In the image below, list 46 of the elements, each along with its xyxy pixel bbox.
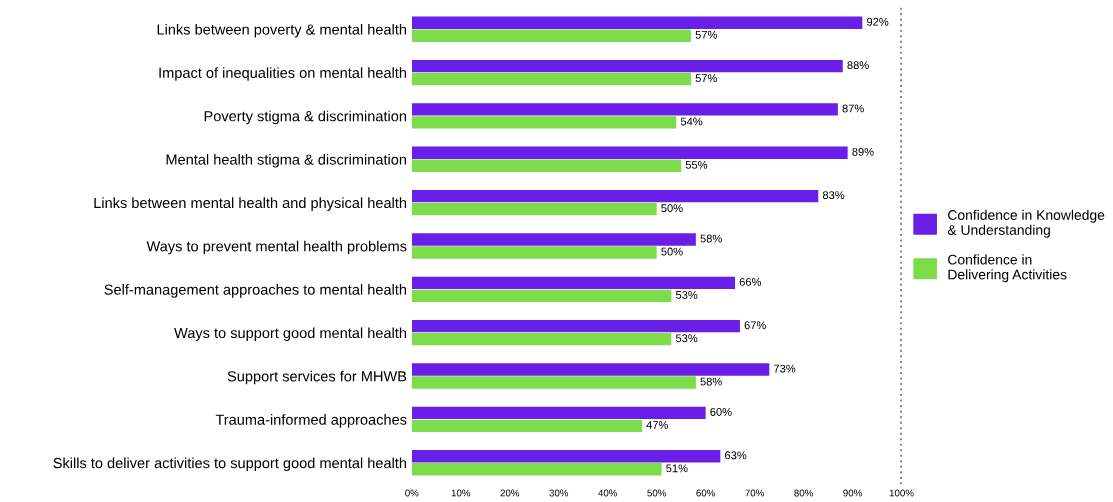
- data-label: 55%: [685, 160, 708, 169]
- data-label: 73%: [774, 364, 796, 373]
- data-label: 54%: [680, 117, 703, 126]
- data-label: 67%: [744, 321, 766, 330]
- data-label: 53%: [675, 334, 698, 343]
- y-tick-label: Poverty stigma & discrimination: [204, 110, 407, 125]
- data-label: 83%: [822, 191, 845, 200]
- data-label: 57%: [695, 74, 717, 83]
- x-tick-label: 60%: [696, 489, 716, 497]
- y-tick-label: Mental health stigma & discrimination: [166, 153, 407, 168]
- data-label: 66%: [739, 277, 762, 286]
- x-tick-label: 40%: [598, 489, 618, 497]
- data-label: 53%: [675, 290, 698, 299]
- x-tick-label: 100%: [889, 489, 914, 497]
- y-tick-label: Self-management approaches to mental health: [104, 284, 407, 298]
- data-label: 89%: [852, 147, 874, 156]
- data-label: 92%: [867, 17, 889, 26]
- x-tick-label: 30%: [549, 489, 569, 497]
- legend-label: Confidence in Knowledge & Understanding: [947, 209, 1105, 238]
- data-label: 63%: [725, 451, 747, 460]
- data-label: 50%: [661, 247, 683, 256]
- x-tick-label: 80%: [794, 489, 813, 497]
- data-label: 50%: [661, 204, 683, 213]
- x-tick-label: 90%: [843, 489, 862, 497]
- x-tick-label: 50%: [647, 489, 667, 497]
- y-tick-label: Skills to deliver activities to support good mental health: [53, 457, 407, 472]
- data-label: 88%: [847, 61, 869, 70]
- y-tick-label: Ways to support good mental health: [174, 327, 407, 341]
- data-label: 60%: [710, 408, 732, 416]
- y-tick-label: Links between poverty & mental health: [157, 23, 407, 38]
- data-label: 87%: [842, 104, 864, 113]
- y-tick-label: Support services for MHWB: [227, 370, 407, 385]
- x-tick-label: 20%: [500, 489, 520, 497]
- data-label: 51%: [666, 464, 688, 473]
- y-tick-label: Impact of inequalities on mental health: [159, 67, 407, 81]
- data-label: 58%: [700, 377, 722, 386]
- x-tick-label: 70%: [745, 489, 764, 497]
- y-tick-label: Ways to prevent mental health problems: [146, 240, 407, 255]
- data-label: 58%: [700, 234, 722, 243]
- x-tick-label: 0%: [405, 489, 419, 497]
- data-label: 47%: [646, 421, 668, 429]
- y-tick-label: Links between mental health and physical health: [94, 197, 407, 211]
- y-tick-label: Trauma-informed approaches: [215, 414, 407, 428]
- data-label: 57%: [695, 30, 717, 39]
- x-tick-label: 10%: [451, 489, 471, 497]
- legend-label: Confidence in Delivering Activities: [948, 254, 1067, 283]
